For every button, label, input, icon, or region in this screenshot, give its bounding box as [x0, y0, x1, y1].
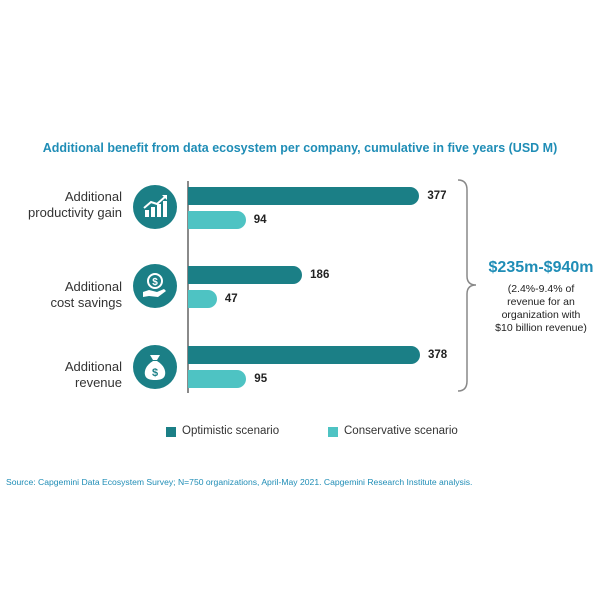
bar-optimistic-productivity [188, 187, 420, 205]
svg-text:$: $ [152, 277, 158, 288]
category-label-line: Additional [64, 359, 122, 374]
category-label-productivity: Additional productivity gain [0, 189, 122, 221]
category-label-line: Additional [64, 279, 122, 294]
range-note: (2.4%-9.4% of revenue for an organizatio… [476, 283, 600, 335]
category-label-line: cost savings [50, 295, 122, 310]
legend-swatch-optimistic [166, 427, 176, 437]
bar-optimistic-revenue [188, 346, 420, 364]
category-axis-line [187, 181, 189, 393]
bar-conservative-revenue [188, 370, 247, 388]
category-label-line: revenue [75, 375, 122, 390]
range-note-line: organization with [501, 309, 581, 321]
category-label-line: productivity gain [28, 205, 122, 220]
value-label-conservative-cost-savings: 47 [224, 293, 238, 305]
svg-text:$: $ [152, 367, 158, 379]
bar-conservative-productivity [188, 211, 246, 229]
range-note-line: revenue for an [507, 296, 575, 308]
bar-optimistic-cost-savings [188, 266, 303, 284]
source-note: Source: Capgemini Data Ecosystem Survey;… [6, 477, 473, 487]
value-label-optimistic-revenue: 378 [428, 349, 448, 361]
growth-chart-icon [133, 185, 177, 229]
range-annotation: $235m-$940m [488, 259, 594, 276]
range-note-line: (2.4%-9.4% of [507, 283, 575, 295]
dollar-hand-icon: $ [133, 264, 177, 308]
value-label-optimistic-cost-savings: 186 [310, 269, 330, 281]
legend-label-optimistic: Optimistic scenario [182, 425, 280, 437]
legend-label-conservative: Conservative scenario [344, 425, 458, 437]
value-label-conservative-revenue: 95 [254, 373, 268, 385]
category-label-line: Additional [64, 189, 122, 204]
chart-title: Additional benefit from data ecosystem p… [42, 141, 558, 155]
legend-swatch-conservative [328, 427, 338, 437]
value-label-optimistic-productivity: 377 [427, 190, 447, 202]
category-label-cost-savings: Additional cost savings [0, 279, 122, 311]
money-bag-icon: $ [133, 345, 177, 389]
range-note-line: $10 billion revenue) [495, 322, 587, 334]
value-label-conservative-productivity: 94 [253, 214, 267, 226]
category-label-revenue: Additional revenue [0, 359, 122, 391]
bar-conservative-cost-savings [188, 290, 217, 308]
range-bracket [457, 179, 477, 392]
